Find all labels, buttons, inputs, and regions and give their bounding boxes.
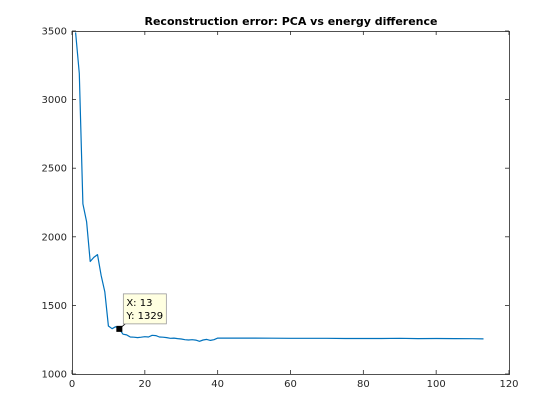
y-tick-label: 3500	[42, 27, 67, 38]
y-tick-label: 3000	[42, 95, 67, 106]
x-tick-label: 60	[284, 379, 297, 390]
data-tip-box[interactable]	[122, 293, 167, 325]
x-tick-label: 0	[69, 379, 75, 390]
data-tip-y-label: Y: 1329	[125, 311, 163, 322]
data-tip-marker[interactable]	[116, 325, 123, 332]
x-tick-label: 100	[427, 379, 446, 390]
x-tick-label: 80	[357, 379, 370, 390]
y-tick-label: 2500	[42, 164, 67, 175]
x-tick-label: 20	[138, 379, 151, 390]
tick-layer: 0 20 40 60 80 100 120 1000 1500 2000 2500 3000 3500	[42, 27, 519, 391]
data-tip[interactable]: X: 13 Y: 1329	[116, 293, 167, 332]
y-tick-label: 1500	[42, 301, 67, 312]
data-tip-x-label: X: 13	[126, 298, 152, 309]
axes-box	[72, 31, 510, 375]
axes-layer	[72, 31, 510, 375]
chart-title: Reconstruction error: PCA vs energy diff…	[145, 15, 438, 28]
x-tick-label: 40	[211, 379, 224, 390]
y-tick-label: 1000	[42, 370, 67, 381]
y-tick-label: 2000	[42, 232, 67, 243]
series-line-1	[75, 32, 484, 342]
x-tick-label: 120	[499, 379, 518, 390]
line-layer	[75, 32, 484, 342]
